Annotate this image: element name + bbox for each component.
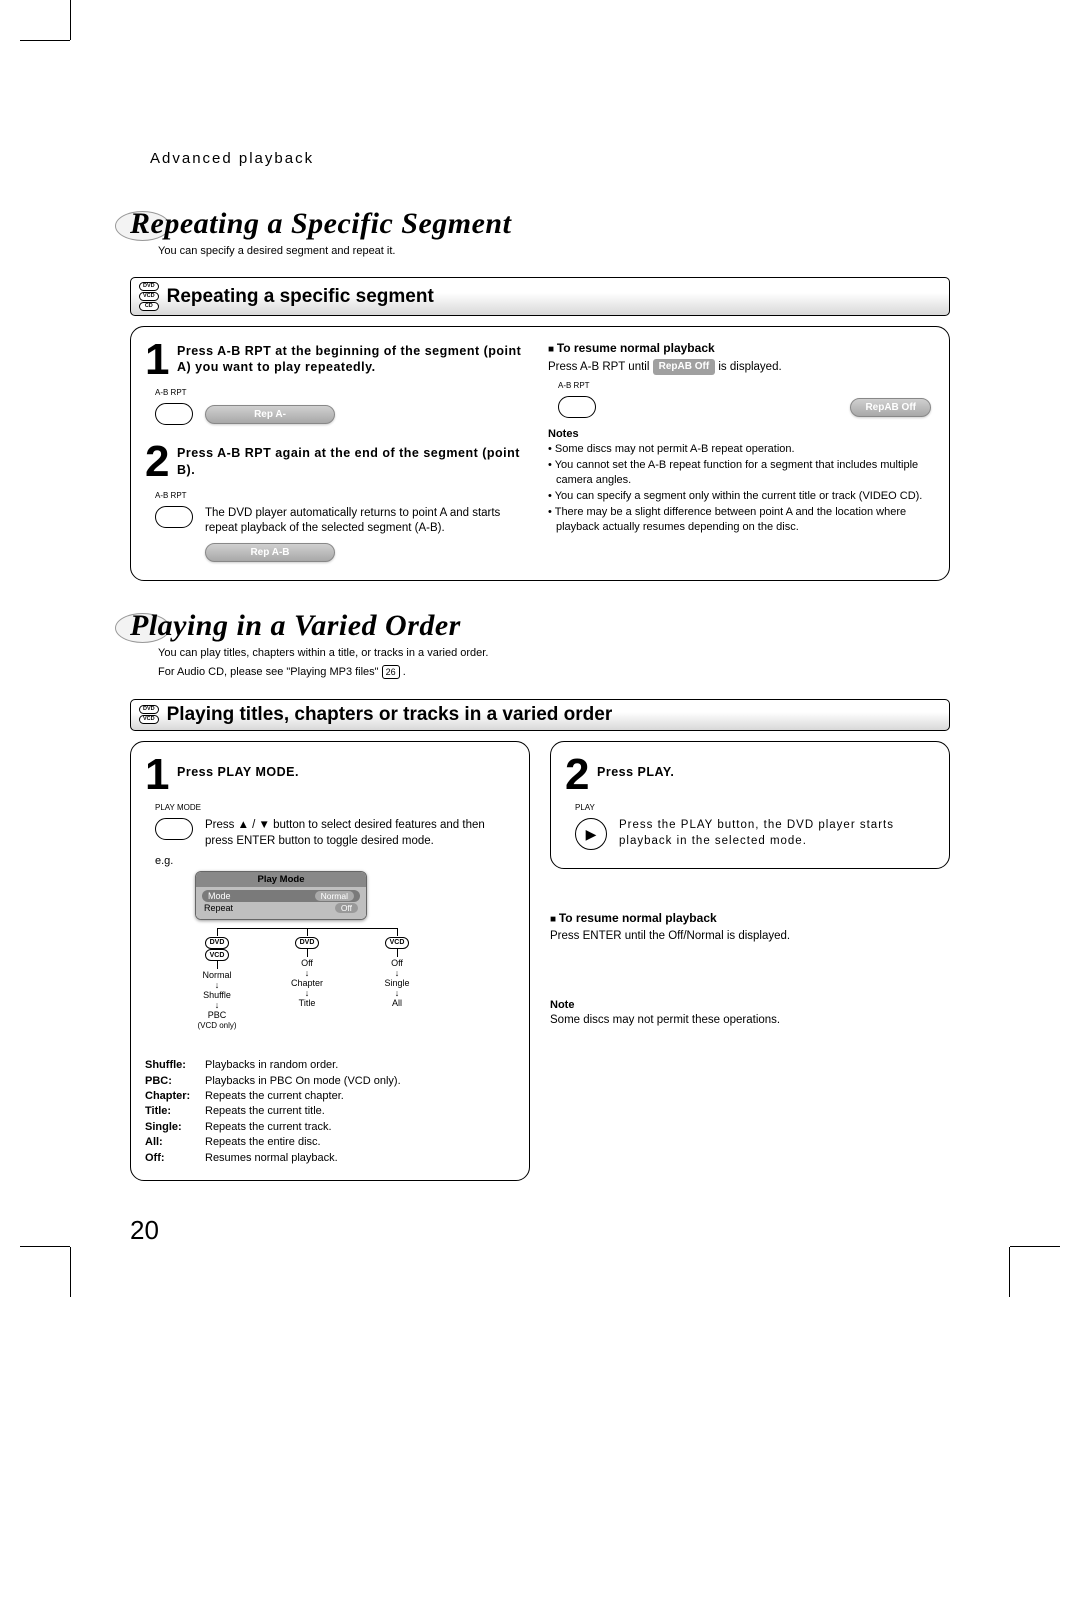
manual-page: Advanced playback Repeating a Specific S…	[130, 150, 950, 1209]
note-head-2: Note	[550, 999, 950, 1011]
step-2-desc: The DVD player automatically returns to …	[205, 506, 528, 537]
tree-item: Shuffle	[187, 990, 247, 1000]
step-2-text: Press A-B RPT again at the end of the se…	[177, 443, 528, 480]
tree-item: Title	[277, 998, 337, 1008]
section-2-box-right: 2 Press PLAY. PLAY ▶ Press the PLAY butt…	[550, 741, 950, 869]
playmode-figure: Play Mode Mode Normal Repeat Off	[195, 871, 511, 1048]
tree-item: (VCD only)	[187, 1021, 247, 1030]
tree-badge: DVD	[295, 937, 320, 949]
s2-step1-btn-label: PLAY MODE	[155, 803, 511, 812]
notes-head-1: Notes	[548, 428, 931, 440]
rep-a-pill: Rep A-	[205, 405, 335, 424]
resume-text-2: Press ENTER until the Off/Normal is disp…	[550, 929, 950, 945]
tree-item: Off	[277, 958, 337, 968]
note-item: Some discs may not permit A-B repeat ope…	[548, 442, 931, 457]
pm-row-mode: Mode Normal	[202, 890, 360, 902]
tree-item: Normal	[187, 970, 247, 980]
tree-item: Single	[367, 978, 427, 988]
step-1-text: Press A-B RPT at the beginning of the se…	[177, 341, 528, 378]
tree-item: Off	[367, 958, 427, 968]
section-1-bar-text: Repeating a specific segment	[167, 286, 434, 308]
step-2-btn-label: A-B RPT	[155, 491, 528, 500]
s2-step2-btn-label: PLAY	[575, 803, 931, 812]
disc-badges-2: DVD VCD	[139, 705, 159, 724]
section-1-title-wrap: Repeating a Specific Segment	[130, 207, 950, 241]
repab-off-badge: RepAB Off	[653, 359, 716, 375]
section-2-subtitle: You can play titles, chapters within a t…	[158, 647, 950, 659]
disc-vcd: VCD	[139, 715, 159, 724]
resume-head-2: To resume normal playback	[550, 911, 950, 925]
disc-dvd: DVD	[139, 282, 159, 291]
s2-step2-num: 2	[565, 756, 591, 793]
note-text-2: Some discs may not permit these operatio…	[550, 1013, 950, 1029]
note-item: You cannot set the A-B repeat function f…	[548, 458, 931, 488]
section-1-title: Repeating a Specific Segment	[130, 207, 950, 241]
playmode-button-icon	[155, 818, 193, 840]
playmode-tree: DVD VCD Normal Shuffle PBC (VCD only)	[187, 928, 427, 1048]
definitions: Shuffle:Playbacks in random order. PBC:P…	[145, 1058, 511, 1166]
play-button-icon: ▶	[575, 818, 607, 850]
section-1-box: 1 Press A-B RPT at the beginning of the …	[130, 326, 950, 581]
section-2-title: Playing in a Varied Order	[130, 609, 950, 643]
tree-item: All	[367, 998, 427, 1008]
pm-row-repeat: Repeat Off	[202, 902, 360, 914]
tree-badge: VCD	[205, 949, 230, 961]
breadcrumb: Advanced playback	[150, 150, 950, 167]
s2-step1-head: Press PLAY MODE.	[177, 756, 299, 793]
section-2-bar-text: Playing titles, chapters or tracks in a …	[167, 704, 613, 726]
section-2-title-wrap: Playing in a Varied Order	[130, 609, 950, 643]
tree-badge: VCD	[385, 937, 410, 949]
ab-rpt-button-icon-2	[155, 506, 193, 528]
resume-head-1: To resume normal playback	[548, 341, 931, 355]
section-2-bar: DVD VCD Playing titles, chapters or trac…	[130, 699, 950, 731]
disc-cd: CD	[139, 302, 159, 311]
disc-vcd: VCD	[139, 292, 159, 301]
pm-title: Play Mode	[196, 872, 366, 887]
repab-off-pill: RepAB Off	[850, 398, 931, 417]
step-1-num: 1	[145, 341, 171, 378]
disc-dvd: DVD	[139, 705, 159, 714]
notes-list-1: Some discs may not permit A-B repeat ope…	[548, 442, 931, 534]
ab-rpt-button-icon	[155, 403, 193, 425]
section-1-subtitle: You can specify a desired segment and re…	[158, 245, 950, 257]
step-2-num: 2	[145, 443, 171, 480]
resume-text-1: Press A-B RPT until RepAB Off is display…	[548, 359, 931, 375]
ab-rpt-button-icon-3	[558, 396, 596, 418]
section-2-box-left: 1 Press PLAY MODE. PLAY MODE Press ▲ / ▼…	[130, 741, 530, 1181]
step-1-btn-label: A-B RPT	[155, 388, 528, 397]
resume-btn-label: A-B RPT	[558, 381, 931, 390]
rep-ab-pill: Rep A-B	[205, 543, 335, 562]
page-ref-26: 26	[382, 665, 400, 679]
s2-step2-desc: Press the PLAY button, the DVD player st…	[619, 818, 931, 849]
section-2-subtitle-2: For Audio CD, please see "Playing MP3 fi…	[158, 665, 950, 679]
s2-step1-num: 1	[145, 756, 171, 793]
note-item: You can specify a segment only within th…	[548, 489, 931, 504]
tree-badge: DVD	[205, 937, 230, 949]
section-1-bar: DVD VCD CD Repeating a specific segment	[130, 277, 950, 316]
page-number: 20	[130, 1215, 159, 1246]
s2-step1-desc: Press ▲ / ▼ button to select desired fea…	[205, 818, 511, 849]
note-item: There may be a slight difference between…	[548, 505, 931, 535]
tree-item: PBC	[187, 1010, 247, 1020]
eg-label: e.g.	[155, 855, 511, 867]
disc-badges: DVD VCD CD	[139, 282, 159, 311]
s2-step2-head: Press PLAY.	[597, 756, 674, 793]
tree-item: Chapter	[277, 978, 337, 988]
